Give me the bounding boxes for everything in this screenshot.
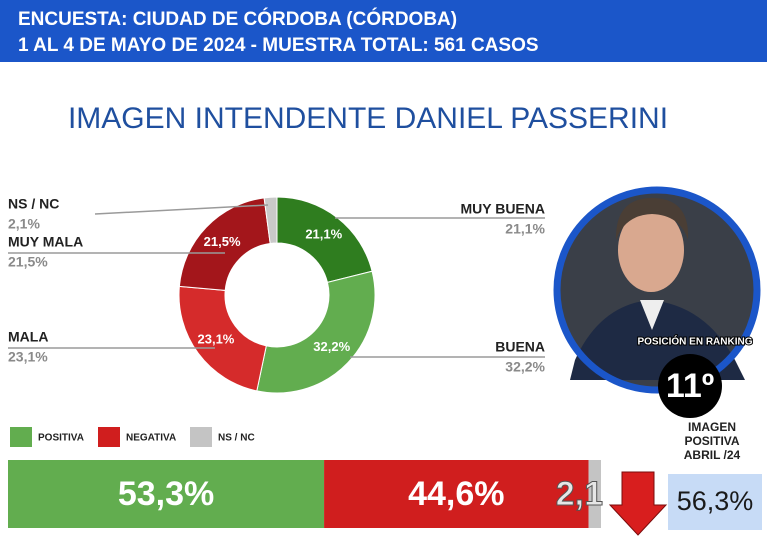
category-label: MALA: [8, 329, 48, 345]
donut-slice: [256, 270, 376, 394]
slice-label: 21,5%: [204, 234, 241, 249]
down-arrow: [608, 471, 668, 536]
leader-line: [94, 204, 269, 215]
legend-label: NEGATIVA: [126, 433, 176, 444]
category-label: NS / NC: [8, 196, 59, 212]
bar-segment: [8, 460, 325, 528]
donut-slice: [178, 197, 271, 291]
legend-swatch: [10, 427, 32, 447]
bar-segment: [324, 460, 589, 528]
category-value: 21,1%: [505, 221, 545, 237]
portrait: [553, 186, 761, 394]
ranking-caption: IMAGEN: [688, 420, 736, 434]
category-value: 32,2%: [505, 359, 545, 375]
category-label: BUENA: [495, 339, 545, 355]
category-value: 23,1%: [8, 349, 48, 365]
bar-label: 44,6%: [408, 475, 504, 513]
legend-swatch: [98, 427, 120, 447]
ranking-badge: [658, 354, 722, 418]
chart-title: IMAGEN INTENDENTE DANIEL PASSERINI: [68, 102, 668, 135]
previous-value: 56,3%: [677, 486, 754, 516]
ranking-caption: POSITIVA: [684, 434, 739, 448]
ranking-caption: ABRIL /24: [684, 448, 741, 462]
header-line: 1 AL 4 DE MAYO DE 2024 - MUESTRA TOTAL: …: [18, 35, 539, 56]
category-label: MUY MALA: [8, 234, 83, 250]
donut-slice: [263, 196, 278, 245]
header-line: ENCUESTA: CIUDAD DE CÓRDOBA (CÓRDOBA): [18, 8, 457, 30]
bar-label: 2,1: [556, 475, 603, 513]
slice-label: 21,1%: [305, 227, 342, 242]
category-label: MUY BUENA: [460, 201, 545, 217]
category-value: 21,5%: [8, 254, 48, 270]
bar-label: 53,3%: [118, 475, 214, 513]
legend-label: NS / NC: [218, 433, 255, 444]
donut-slice: [178, 285, 267, 392]
slice-label: 32,2%: [313, 339, 350, 354]
previous-box: [668, 474, 762, 530]
ranking-position: 11º: [666, 367, 714, 405]
slice-label: 23,1%: [198, 332, 235, 347]
legend-swatch: [190, 427, 212, 447]
header-bar: [0, 0, 767, 62]
category-value: 2,1%: [8, 216, 40, 232]
legend-label: POSITIVA: [38, 433, 84, 444]
bar-segment: [588, 460, 601, 528]
ranking-label: POSICIÓN EN RANKING: [637, 335, 752, 348]
